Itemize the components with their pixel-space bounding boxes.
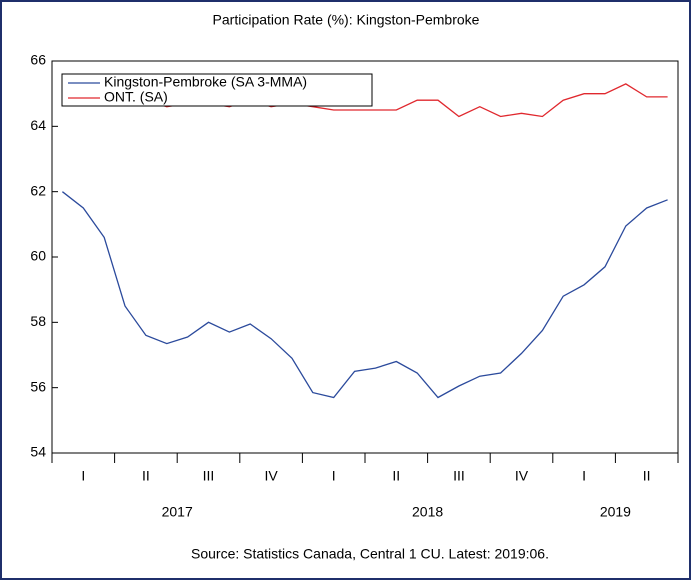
legend-label: ONT. (SA) (104, 89, 168, 105)
x-tick-label: I (81, 468, 85, 484)
y-tick-label: 58 (30, 313, 46, 329)
legend (61, 73, 373, 107)
x-tick-label: III (453, 468, 465, 484)
y-tick-label: 62 (30, 182, 46, 198)
source: Source: Statistics Canada, Central 1 CU.… (191, 546, 549, 562)
chart-title: Participation Rate (%): Kingston-Pembrok… (213, 12, 480, 28)
y-tick-label: 56 (30, 378, 46, 394)
y-tick-label: 64 (30, 117, 46, 133)
year-label: 2018 (412, 504, 443, 520)
x-tick-label: II (142, 468, 150, 484)
legend-label: Kingston-Pembroke (SA 3-MMA) (104, 74, 307, 90)
year-label: 2019 (600, 504, 631, 520)
x-tick-label: I (582, 468, 586, 484)
x-tick-label: III (203, 468, 215, 484)
y-tick-label: 60 (30, 248, 46, 264)
y-tick-label: 54 (30, 444, 46, 460)
x-tick-label: I (332, 468, 336, 484)
x-tick-label: IV (264, 468, 278, 484)
series-line (62, 191, 668, 399)
x-tick-label: IV (515, 468, 529, 484)
x-tick-label: II (392, 468, 400, 484)
y-tick-label: 66 (30, 52, 46, 68)
x-tick-label: II (643, 468, 651, 484)
year-label: 2017 (162, 504, 193, 520)
